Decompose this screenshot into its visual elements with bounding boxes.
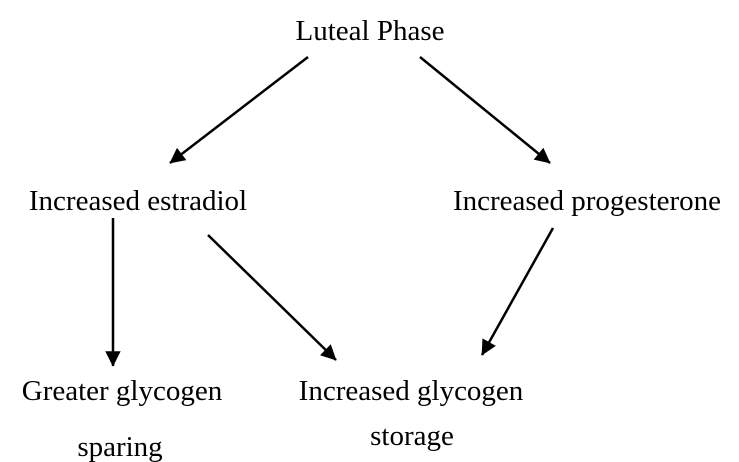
arrow (207, 234, 337, 361)
arrow (169, 56, 309, 164)
node-label: Greater glycogen (22, 375, 223, 407)
arrow (480, 227, 555, 356)
node-label: Increased progesterone (453, 185, 721, 217)
arrow (419, 56, 551, 164)
node-label: storage (370, 420, 454, 452)
node-label: sparing (77, 431, 162, 462)
node-label: Increased glycogen (299, 375, 524, 407)
node-label: Increased estradiol (29, 185, 247, 217)
node-label: Luteal Phase (296, 15, 445, 47)
